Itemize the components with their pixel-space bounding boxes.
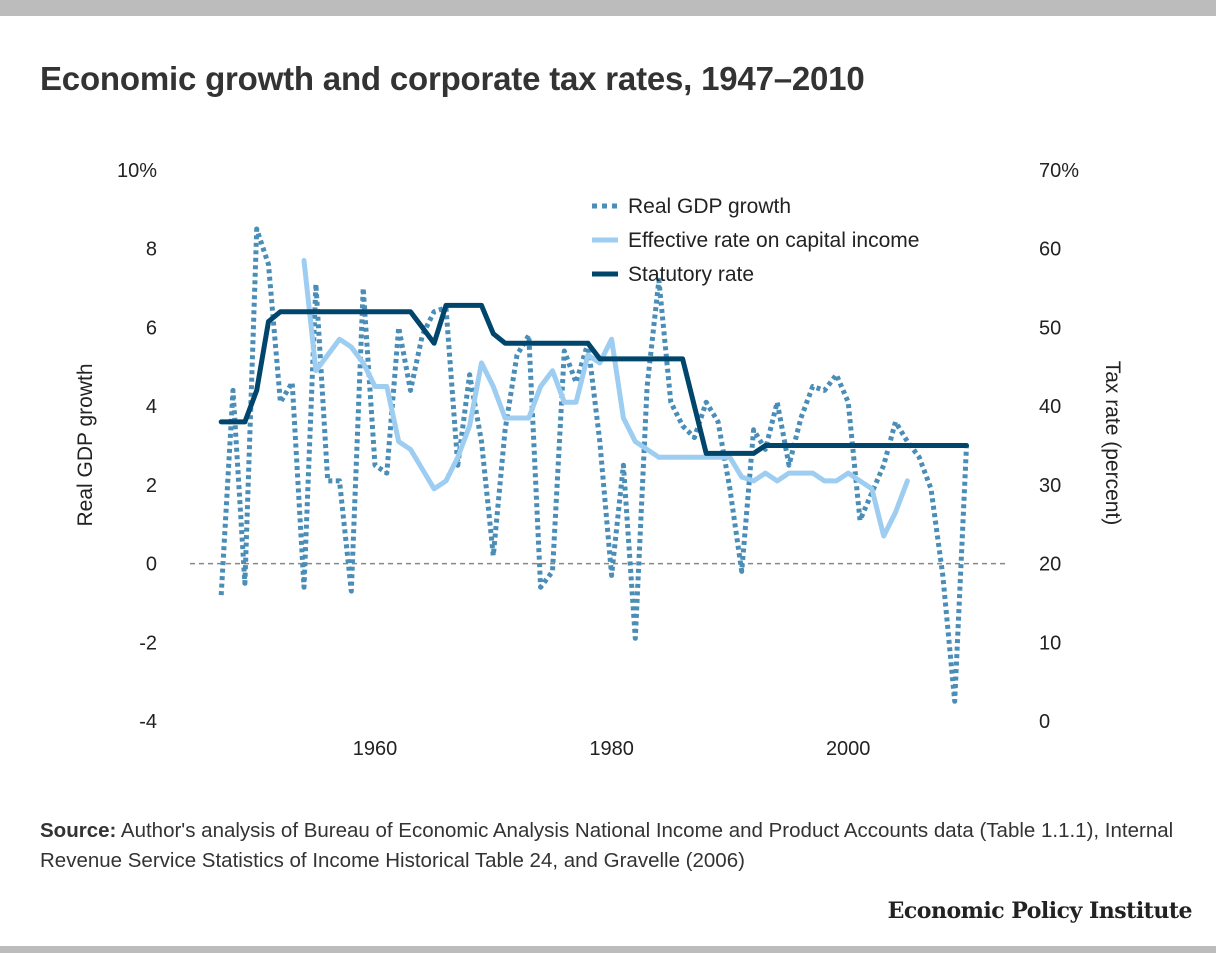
bottom-border bbox=[0, 946, 1216, 953]
legend-label-statutory: Statutory rate bbox=[628, 263, 754, 286]
x-tick-label: 1960 bbox=[353, 738, 398, 760]
top-border bbox=[0, 0, 1216, 16]
x-tick-label: 1980 bbox=[589, 738, 634, 760]
series-line-effective bbox=[301, 258, 910, 539]
y-tick-label: -2 bbox=[139, 632, 157, 654]
y2-tick-label: 60 bbox=[1039, 239, 1061, 261]
x-tick-label: 2000 bbox=[826, 738, 871, 760]
y2-axis-label: Tax rate (percent) bbox=[1101, 361, 1124, 526]
source-text: Author's analysis of Bureau of Economic … bbox=[40, 819, 1174, 872]
right-axis-ticks: 70% 60 50 40 30 20 10 0 bbox=[1039, 160, 1079, 733]
y2-tick-label: 50 bbox=[1039, 317, 1061, 339]
legend-label-effective: Effective rate on capital income bbox=[628, 229, 919, 252]
y-tick-label: -4 bbox=[139, 711, 157, 733]
source-label: Source: bbox=[40, 819, 117, 842]
left-axis-ticks: 10% 8 6 4 2 0 -2 -4 bbox=[117, 160, 157, 733]
y2-tick-label: 40 bbox=[1039, 396, 1061, 418]
series-line-gdp bbox=[218, 226, 969, 704]
y-tick-label: 10% bbox=[117, 160, 157, 182]
y2-tick-label: 70% bbox=[1039, 160, 1079, 182]
x-axis-ticks: 1960 1980 2000 bbox=[353, 738, 871, 760]
y-tick-label: 0 bbox=[146, 554, 157, 576]
legend: Real GDP growth Effective rate on capita… bbox=[592, 195, 919, 286]
y2-tick-label: 0 bbox=[1039, 711, 1050, 733]
y-tick-label: 4 bbox=[146, 396, 157, 418]
brand-logo: Economic Policy Institute bbox=[887, 898, 1193, 924]
y-tick-label: 2 bbox=[146, 475, 157, 497]
series-group bbox=[218, 226, 969, 704]
source-note: Source: Author's analysis of Bureau of E… bbox=[40, 816, 1190, 876]
legend-label-gdp: Real GDP growth bbox=[628, 195, 791, 218]
chart-title: Economic growth and corporate tax rates,… bbox=[40, 60, 865, 97]
series-line-statutory bbox=[218, 302, 969, 456]
y-tick-label: 8 bbox=[146, 239, 157, 261]
y2-tick-label: 30 bbox=[1039, 475, 1061, 497]
y-axis-label: Real GDP growth bbox=[74, 363, 97, 526]
y-tick-label: 6 bbox=[146, 317, 157, 339]
y2-tick-label: 10 bbox=[1039, 632, 1061, 654]
y2-tick-label: 20 bbox=[1039, 554, 1061, 576]
